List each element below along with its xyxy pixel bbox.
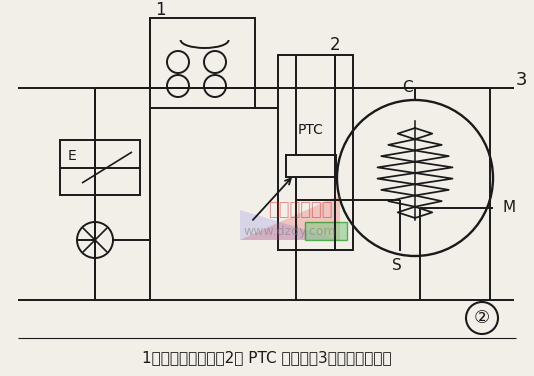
Text: E: E (68, 149, 76, 163)
Text: M: M (502, 200, 515, 215)
Text: 1: 1 (155, 1, 166, 19)
Bar (60, 140, 140, 195)
Text: 3: 3 (515, 71, 527, 89)
Bar (278, 55, 353, 250)
Text: C: C (402, 80, 412, 96)
Polygon shape (240, 195, 340, 240)
Text: 1是碟形热保护器，2是 PTC 启动器，3是压缩机电动机: 1是碟形热保护器，2是 PTC 启动器，3是压缩机电动机 (142, 350, 392, 365)
Bar (286, 155, 336, 177)
Text: 2: 2 (330, 36, 341, 54)
Bar (150, 18, 255, 108)
Text: ②: ② (474, 309, 490, 327)
Bar (305, 222, 347, 240)
Polygon shape (240, 210, 340, 240)
Text: 电子制作天地: 电子制作天地 (268, 201, 332, 219)
Text: PTC: PTC (297, 123, 324, 137)
Text: www.dzdy.com: www.dzdy.com (244, 226, 336, 238)
Text: S: S (392, 258, 402, 273)
